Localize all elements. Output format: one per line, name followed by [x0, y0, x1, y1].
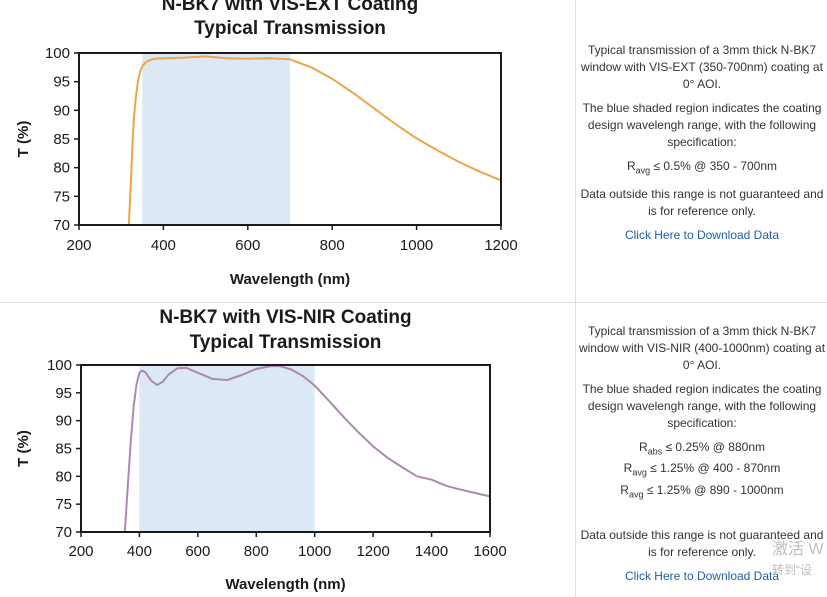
y-tick-label: 75 — [55, 496, 72, 513]
download-data-link[interactable]: Click Here to Download Data — [624, 569, 780, 584]
row-divider — [0, 302, 827, 303]
chart-title: N-BK7 with VIS-NIR Coating — [159, 307, 411, 328]
transmission-line — [127, 55, 501, 225]
description-text: Typical transmission of a 3mm thick N-BK… — [578, 324, 826, 372]
x-tick-label: 1000 — [400, 237, 433, 254]
x-tick-label: 600 — [185, 543, 210, 560]
spec-line: Ravg ≤ 0.5% @ 350 - 700nm — [577, 158, 827, 179]
x-tick-label: 200 — [66, 237, 91, 254]
watermark-line: 激活 W — [772, 541, 824, 558]
x-tick-label: 1400 — [415, 543, 448, 560]
y-axis-label: T (%) — [15, 430, 32, 467]
coating-design-region — [142, 53, 290, 225]
spec-value: ≤ 1.25% @ 890 - 1000nm — [646, 482, 784, 497]
description-text: Data outside this range is not guarantee… — [580, 528, 824, 560]
y-tick-label: 90 — [53, 102, 70, 119]
x-tick-label: 400 — [151, 237, 176, 254]
x-tick-label: 1600 — [473, 543, 506, 560]
os-activation-watermark: 激活 W 转到“设 — [772, 540, 827, 580]
y-axis-label: T (%) — [15, 121, 32, 158]
watermark-line: 转到“设 — [772, 563, 812, 577]
chart-vis-ext: N-BK7 with VIS-EXT Coating Typical Transm… — [15, 0, 518, 288]
spec-list: Ravg ≤ 0.5% @ 350 - 700nm — [577, 158, 827, 179]
spec-list: Rabs ≤ 0.25% @ 880nm Ravg ≤ 1.25% @ 400 … — [577, 439, 827, 503]
y-tick-label: 70 — [55, 524, 72, 541]
description-vis-ext: Typical transmission of a 3mm thick N-BK… — [577, 42, 827, 251]
transmission-line — [123, 365, 490, 532]
chart-title: N-BK7 with VIS-EXT Coating — [162, 0, 419, 15]
download-data-link[interactable]: Click Here to Download Data — [624, 228, 780, 243]
y-tick-label: 95 — [53, 74, 70, 91]
x-tick-label: 200 — [68, 543, 93, 560]
x-axis-label: Wavelength (nm) — [230, 271, 350, 288]
spec-line: Ravg ≤ 1.25% @ 400 - 870nm — [577, 460, 827, 481]
description-text: The blue shaded region indicates the coa… — [582, 382, 822, 430]
spec-symbol: R — [620, 482, 629, 497]
description-vis-nir: Typical transmission of a 3mm thick N-BK… — [577, 323, 827, 592]
spec-symbol: R — [638, 440, 648, 454]
spec-line: Rabs ≤ 0.25% @ 880nm — [577, 439, 827, 460]
spec-symbol: R — [623, 461, 633, 476]
spec-value: ≤ 1.25% @ 400 - 870nm — [650, 461, 781, 476]
spec-subscript: avg — [632, 467, 647, 478]
spec-subscript: abs — [647, 446, 663, 457]
coating-design-region — [139, 365, 315, 532]
chart-row-vis-ext: N-BK7 with VIS-EXT Coating Typical Transm… — [15, 0, 827, 288]
x-tick-label: 800 — [320, 237, 345, 254]
x-axis-label: Wavelength (nm) — [225, 576, 345, 593]
chart-subtitle: Typical Transmission — [190, 332, 382, 353]
description-text: Typical transmission of a 3mm thick N-BK… — [581, 43, 823, 91]
chart-subtitle: Typical Transmission — [194, 18, 386, 39]
x-tick-label: 800 — [244, 543, 269, 560]
x-tick-label: 1000 — [298, 543, 331, 560]
y-tick-label: 95 — [55, 385, 72, 402]
spec-value: ≤ 0.25% @ 880nm — [665, 440, 766, 454]
chart-vis-nir: N-BK7 with VIS-NIR Coating Typical Transm… — [15, 307, 507, 593]
x-tick-label: 400 — [127, 543, 152, 560]
description-text: The blue shaded region indicates the coa… — [582, 101, 822, 149]
y-tick-label: 100 — [47, 357, 72, 374]
spec-symbol: R — [626, 159, 636, 173]
y-tick-label: 75 — [53, 188, 70, 205]
spec-value: ≤ 0.5% @ 350 - 700nm — [653, 159, 778, 173]
spec-subscript: avg — [628, 489, 644, 500]
spec-line: Ravg ≤ 1.25% @ 890 - 1000nm — [577, 482, 827, 503]
x-tick-label: 600 — [235, 237, 260, 254]
y-tick-label: 85 — [55, 441, 72, 458]
x-tick-label: 1200 — [356, 543, 389, 560]
y-tick-label: 70 — [53, 217, 70, 234]
y-tick-label: 80 — [53, 160, 70, 177]
y-tick-label: 85 — [53, 131, 70, 148]
y-tick-label: 100 — [45, 45, 70, 62]
chart-row-vis-nir: N-BK7 with VIS-NIR Coating Typical Transm… — [0, 303, 827, 597]
y-tick-label: 80 — [55, 468, 72, 485]
x-tick-label: 1200 — [484, 237, 517, 254]
spec-subscript: avg — [635, 165, 651, 176]
description-text: Data outside this range is not guarantee… — [580, 187, 824, 219]
y-tick-label: 90 — [55, 413, 72, 430]
column-divider — [575, 0, 576, 597]
